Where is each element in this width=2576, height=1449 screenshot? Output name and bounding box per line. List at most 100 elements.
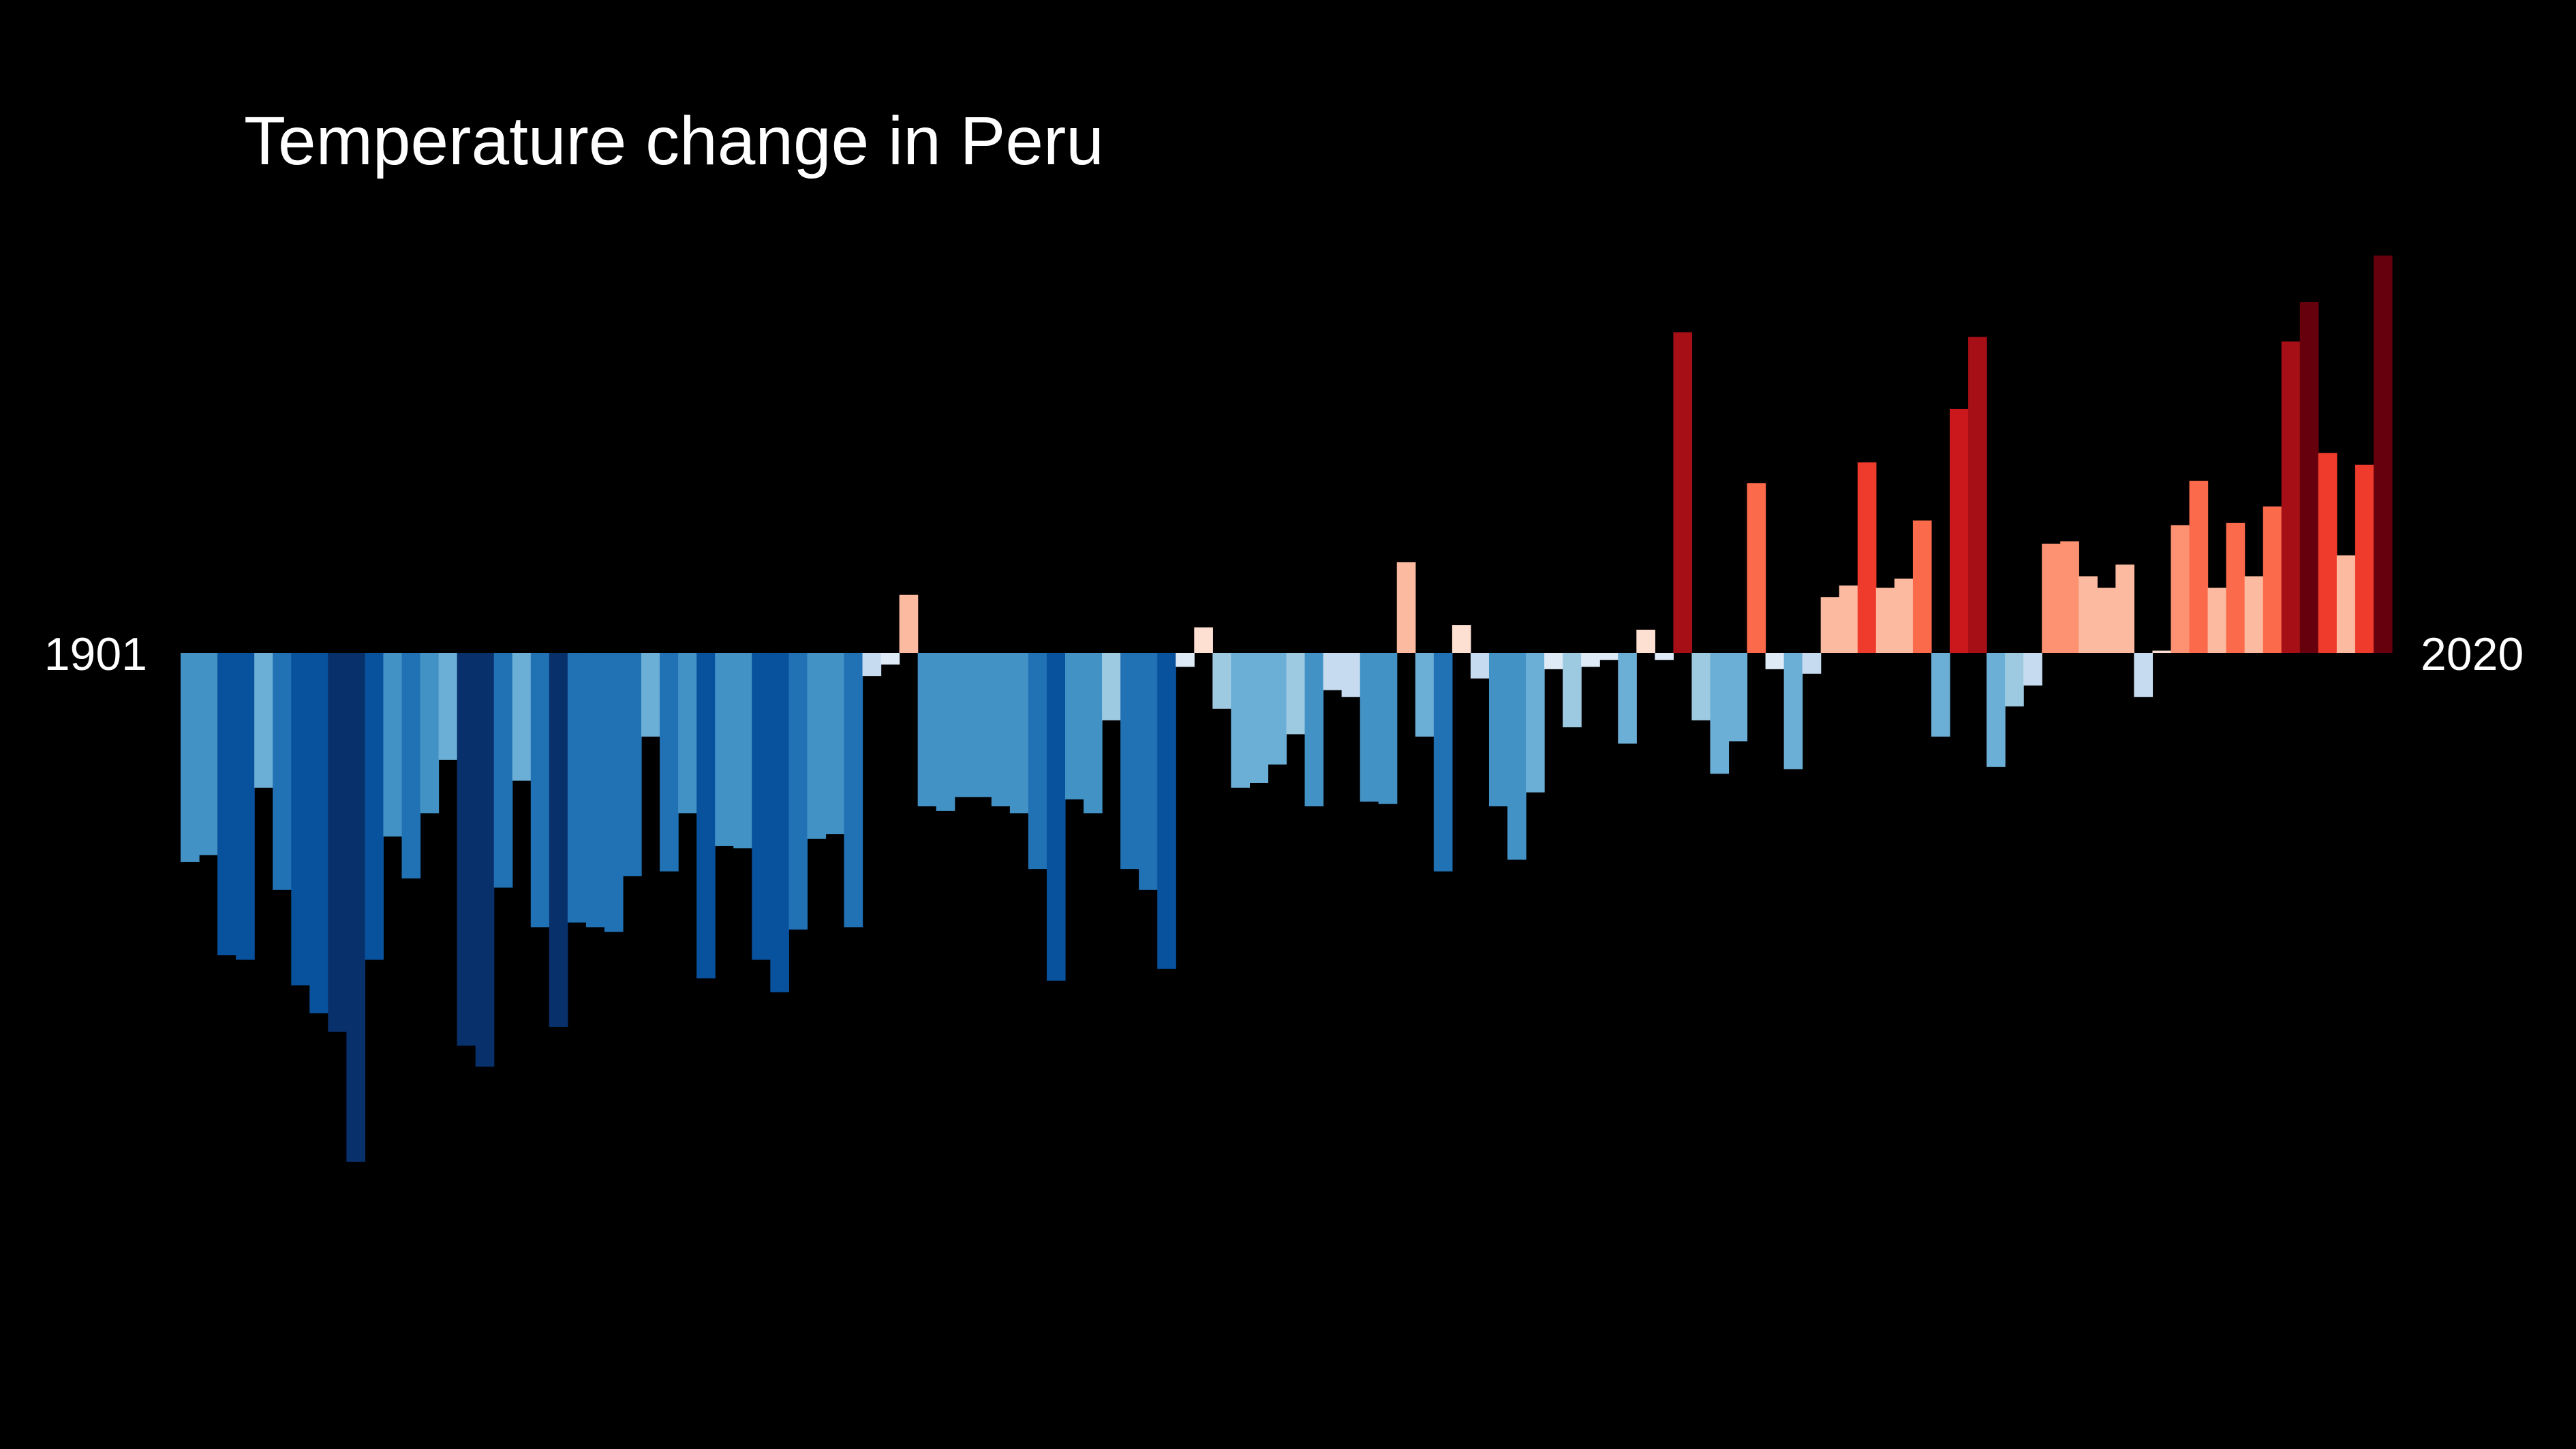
bar-1960 — [1268, 653, 1287, 765]
bar-1934 — [788, 653, 808, 930]
bar-2020 — [2373, 255, 2393, 653]
bar-1904 — [236, 653, 255, 960]
bar-1971 — [1470, 653, 1490, 679]
bar-1982 — [1673, 332, 1693, 653]
bar-1908 — [309, 653, 328, 1013]
chart-title: Temperature change in Peru — [244, 103, 1104, 179]
bar-1929 — [696, 653, 716, 979]
bar-1947 — [1028, 653, 1047, 870]
bar-1986 — [1747, 483, 1766, 653]
bar-1942 — [936, 653, 955, 811]
bar-1981 — [1655, 653, 1674, 660]
bar-1961 — [1286, 653, 1306, 735]
end-year-label: 2020 — [2421, 628, 2524, 680]
bar-2005 — [2097, 588, 2116, 653]
bar-1923 — [585, 653, 605, 928]
bar-1997 — [1950, 408, 1969, 653]
bar-1965 — [1360, 653, 1379, 802]
bar-1914 — [420, 653, 440, 814]
bar-1932 — [752, 653, 771, 960]
bar-2016 — [2299, 302, 2319, 654]
bar-1964 — [1341, 653, 1361, 697]
bar-1956 — [1194, 627, 1213, 653]
bar-2011 — [2207, 588, 2227, 653]
bar-1993 — [1875, 588, 1895, 653]
bar-2019 — [2355, 464, 2374, 653]
bar-2004 — [2079, 576, 2098, 653]
bar-1987 — [1765, 653, 1785, 669]
bar-2013 — [2244, 576, 2264, 653]
bar-1911 — [365, 653, 384, 960]
bar-1953 — [1139, 653, 1158, 890]
bar-1962 — [1304, 653, 1324, 807]
bar-1935 — [807, 653, 827, 839]
bar-2015 — [2281, 341, 2301, 653]
bar-1922 — [567, 653, 587, 923]
bar-1915 — [438, 653, 458, 760]
bar-1919 — [512, 653, 532, 781]
bar-1910 — [346, 653, 366, 1162]
bar-1983 — [1691, 653, 1711, 720]
bar-1943 — [954, 653, 974, 797]
bar-1913 — [401, 653, 421, 879]
bar-1940 — [899, 594, 919, 653]
bar-2008 — [2152, 650, 2172, 653]
bar-1939 — [880, 653, 900, 665]
bar-1925 — [623, 653, 642, 876]
bar-1902 — [199, 653, 218, 855]
bar-1968 — [1415, 653, 1435, 737]
bar-2009 — [2171, 525, 2190, 653]
bar-1912 — [383, 653, 403, 837]
bar-1909 — [328, 653, 347, 1032]
bar-1995 — [1912, 520, 1932, 653]
bar-1991 — [1839, 585, 1858, 653]
bar-1969 — [1433, 653, 1453, 872]
bar-1901 — [181, 653, 200, 862]
bar-1989 — [1802, 653, 1822, 674]
bar-1977 — [1581, 653, 1600, 667]
bar-2017 — [2318, 453, 2337, 653]
bar-1959 — [1249, 653, 1269, 783]
bar-1931 — [733, 653, 752, 849]
bar-1936 — [825, 653, 845, 834]
bar-1988 — [1783, 653, 1803, 769]
bar-1937 — [844, 653, 863, 928]
bar-1928 — [678, 653, 697, 814]
bar-1926 — [641, 653, 660, 737]
bar-2010 — [2189, 481, 2209, 653]
start-year-label: 1901 — [44, 628, 147, 680]
bar-1933 — [770, 653, 789, 992]
bar-1952 — [1120, 653, 1139, 870]
bar-1948 — [1046, 653, 1066, 981]
bar-1917 — [475, 653, 495, 1067]
bar-1980 — [1636, 629, 1655, 653]
bar-2014 — [2263, 506, 2282, 653]
bar-1996 — [1931, 653, 1950, 737]
bar-1955 — [1176, 653, 1195, 667]
bar-1927 — [660, 653, 679, 872]
bar-1924 — [604, 653, 624, 932]
bar-1944 — [972, 653, 992, 797]
bar-1984 — [1710, 653, 1730, 774]
bar-1998 — [1968, 337, 1987, 653]
bar-1970 — [1452, 625, 1471, 653]
bar-1946 — [1009, 653, 1029, 814]
bar-2001 — [2023, 653, 2042, 686]
bar-1957 — [1212, 653, 1231, 709]
bar-2000 — [2005, 653, 2024, 707]
bar-1958 — [1231, 653, 1251, 788]
bar-1916 — [457, 653, 476, 1046]
bar-1938 — [862, 653, 882, 677]
bar-1963 — [1323, 653, 1343, 690]
bar-1992 — [1857, 462, 1877, 653]
bar-2003 — [2060, 541, 2079, 653]
bar-1949 — [1065, 653, 1084, 799]
bar-1907 — [291, 653, 310, 986]
bar-1990 — [1820, 597, 1840, 653]
bar-1918 — [493, 653, 513, 888]
bar-1945 — [991, 653, 1011, 807]
bar-2018 — [2336, 555, 2356, 653]
bar-1999 — [1987, 653, 2006, 767]
bar-1921 — [549, 653, 568, 1028]
bar-1976 — [1563, 653, 1582, 728]
